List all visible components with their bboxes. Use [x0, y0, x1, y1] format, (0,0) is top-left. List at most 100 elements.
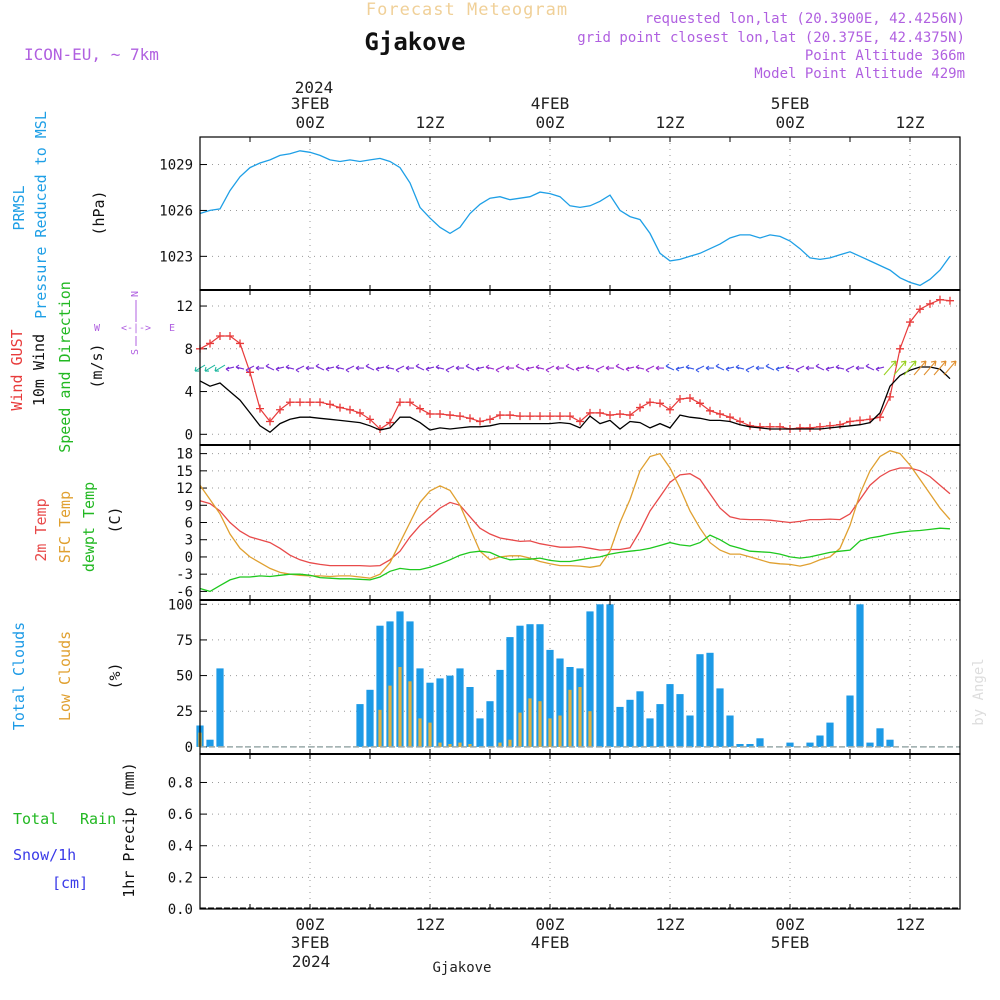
total-cloud-bar — [216, 668, 224, 747]
wind-direction-arrow — [555, 365, 564, 371]
panels: 10231026102904812-6-30369121518025507510… — [159, 136, 961, 918]
total-cloud-bar — [476, 718, 484, 747]
y-tick-label: 8 — [185, 342, 193, 358]
wind-direction-arrow — [775, 366, 785, 372]
wind-gust-marker — [946, 296, 954, 305]
total-cloud-bar — [696, 654, 704, 747]
bottom-axis-date: 3FEB — [291, 933, 330, 952]
wind-direction-arrow — [903, 360, 917, 376]
y-tick-label: 0 — [185, 427, 193, 443]
wind-direction-arrow — [805, 365, 814, 371]
wind-gust-marker — [726, 413, 734, 422]
total-cloud-bar — [846, 695, 854, 747]
wind-direction-arrow — [305, 365, 314, 371]
total-cloud-bar — [436, 678, 444, 747]
top-axis-date: 4FEB — [531, 94, 570, 113]
low-cloud-bar — [398, 667, 402, 747]
wind-direction-arrow — [893, 360, 907, 376]
top-axis-date: 3FEB — [291, 94, 330, 113]
wind-gust-marker — [566, 412, 574, 421]
total-cloud-bar — [886, 739, 894, 747]
wind-gust-marker — [356, 408, 364, 417]
wind-direction-arrow — [525, 366, 535, 372]
low-cloud-bar — [538, 701, 542, 747]
total-cloud-bar — [706, 652, 714, 747]
wind-direction-arrow — [815, 363, 825, 371]
total-cloud-bar — [376, 625, 384, 747]
wind-direction-arrow — [875, 366, 885, 372]
wind-gust-marker — [246, 368, 254, 377]
wind-gust-marker — [406, 398, 414, 407]
total-cloud-bar — [506, 637, 514, 747]
wind-gust-marker — [336, 403, 344, 412]
wind-gust-marker — [886, 392, 894, 401]
panel-frame — [199, 136, 961, 291]
low-clouds-label: Low Clouds — [56, 631, 74, 721]
total-cloud-bar — [676, 694, 684, 747]
wind-direction-arrow — [535, 364, 545, 370]
y-tick-label: 0.8 — [168, 775, 193, 791]
wind-gust-marker — [556, 412, 564, 421]
cloud-labels: Total Clouds Low Clouds (%) — [10, 622, 124, 730]
clouds-unit: (%) — [106, 662, 124, 689]
wind-gust-marker — [656, 399, 664, 408]
total-cloud-bar — [616, 706, 624, 747]
wind-direction-arrow — [595, 365, 605, 373]
wind-gust-marker — [456, 412, 464, 421]
wind-direction-arrow — [755, 365, 764, 371]
total-cloud-bar — [806, 742, 814, 747]
wind-gust-marker — [876, 413, 884, 422]
total-cloud-bar — [456, 668, 464, 747]
bottom-axis-date: 4FEB — [531, 933, 570, 952]
wind-direction-arrow — [705, 365, 714, 371]
wind-direction-arrow — [825, 366, 835, 372]
wind-gust-marker — [806, 423, 814, 432]
wind-direction-arrow — [445, 365, 455, 373]
wind-direction-arrow — [485, 364, 495, 370]
wind-gust-marker — [476, 417, 484, 426]
wind-gust-marker — [426, 410, 434, 418]
wind-gust-marker — [596, 408, 604, 417]
wind-direction-arrow — [685, 364, 695, 370]
y-tick-label: 3 — [185, 533, 193, 549]
t2m-line — [199, 467, 951, 567]
wind-gust-marker — [286, 398, 294, 407]
compass-north: N — [130, 291, 141, 297]
pressure-unit: (hPa) — [90, 190, 108, 235]
wind-speed-dir-label: Speed and Direction — [56, 281, 74, 453]
top-axis-date: 5FEB — [771, 94, 810, 113]
pressure-line — [199, 150, 951, 287]
compass-south: S — [130, 349, 141, 355]
wind-direction-arrow — [785, 364, 795, 370]
total-cloud-bar — [536, 624, 544, 747]
wind-direction-arrow — [214, 364, 226, 372]
wind-direction-arrow — [655, 365, 664, 371]
wind-direction-arrow — [715, 363, 725, 371]
low-cloud-bar — [378, 709, 382, 747]
compass-west: W — [94, 323, 101, 334]
wind-gust-marker — [546, 412, 554, 421]
wind-direction-arrow — [325, 366, 335, 372]
compass-row: <-|-> — [121, 323, 151, 334]
wind-direction-arrow — [435, 364, 445, 370]
y-tick-label: 4 — [185, 385, 193, 401]
y-tick-label: -3 — [176, 567, 193, 583]
wind-direction-arrow — [355, 365, 364, 371]
panel-pressure: 1023 1026 1029 — [159, 136, 961, 291]
wind-gust-marker — [856, 416, 864, 425]
bottom-axis-label: 12Z — [896, 915, 925, 934]
wind-gust-marker — [536, 412, 544, 421]
wind-gust-marker — [516, 412, 524, 421]
total-cloud-bar — [716, 688, 724, 747]
wind10-line — [199, 366, 951, 434]
wind-direction-arrow — [735, 364, 745, 370]
y-tick-label: 75 — [176, 633, 193, 649]
low-cloud-bar — [578, 687, 582, 747]
temp-unit: (C) — [106, 506, 124, 533]
total-cloud-bar — [516, 625, 524, 747]
bottom-axis-label: 00Z — [536, 915, 565, 934]
total-cloud-bar — [656, 704, 664, 747]
total-cloud-bar — [726, 715, 734, 747]
compass-east: E — [169, 323, 175, 334]
dew-label: dewpt Temp — [80, 482, 98, 572]
